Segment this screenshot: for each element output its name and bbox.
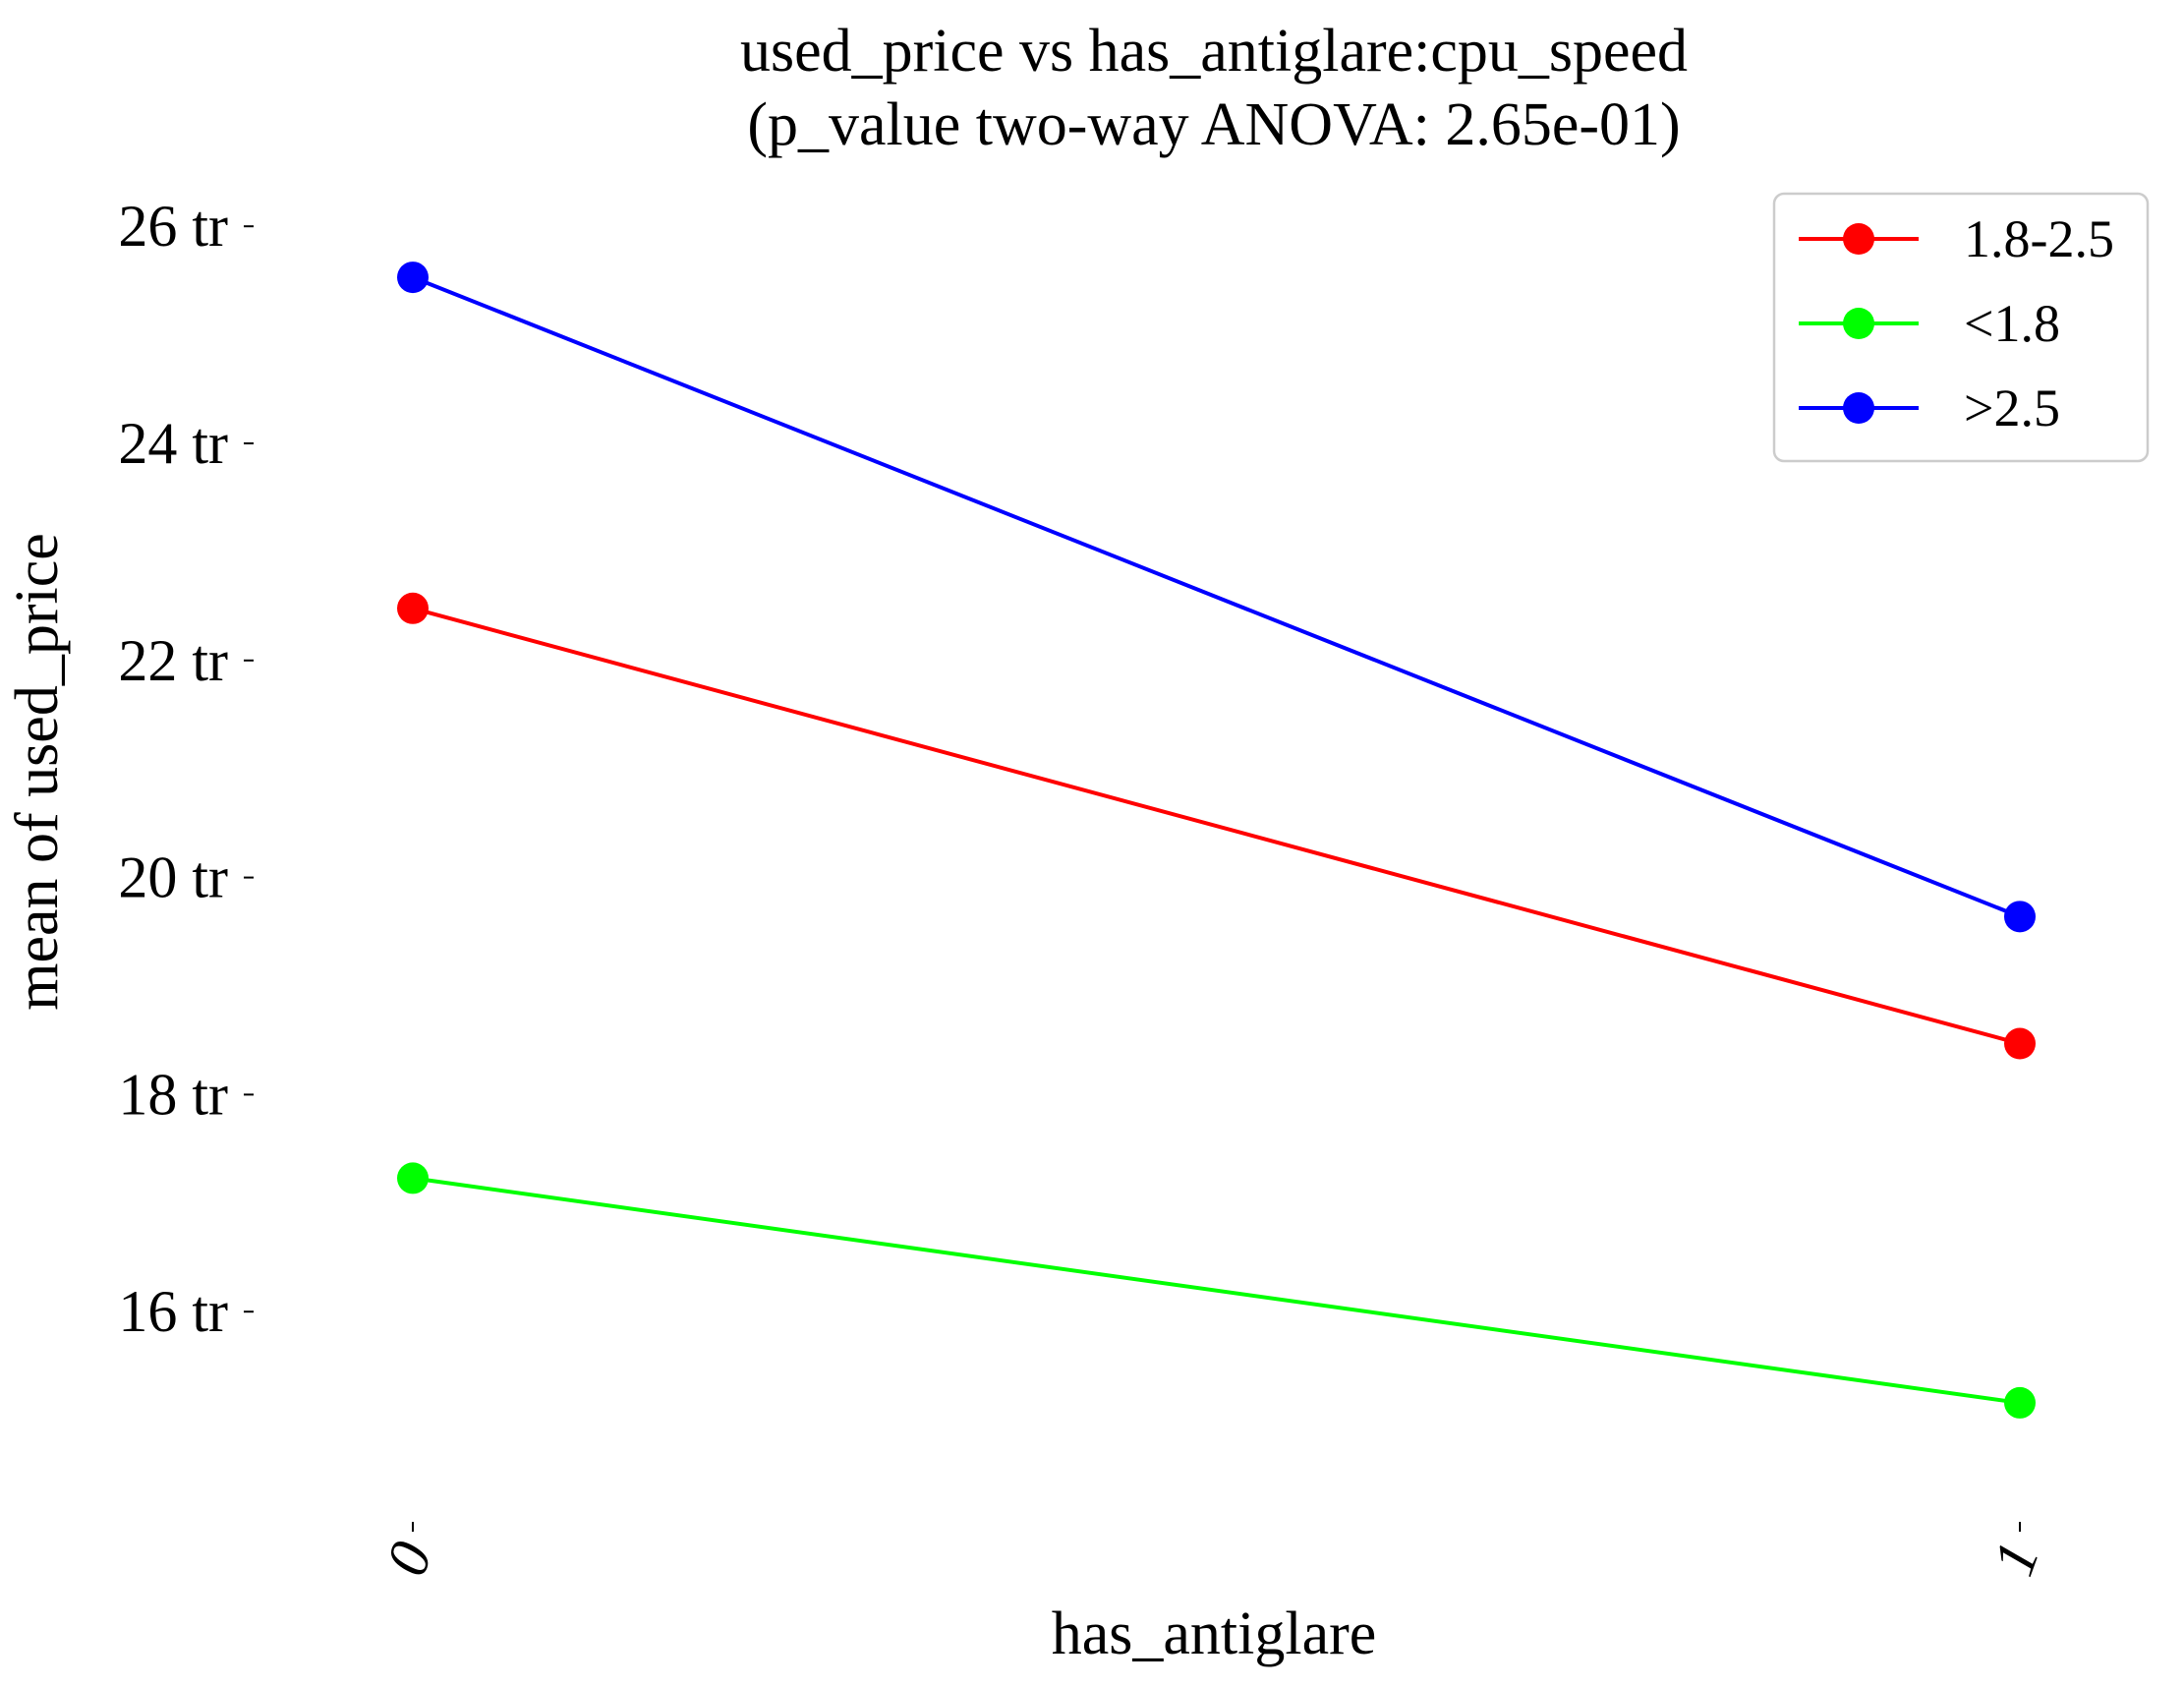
legend-item: <1.8 (1799, 294, 2060, 353)
legend-marker (1843, 392, 1874, 424)
series-layer (397, 262, 2036, 1419)
series-line (412, 275, 2021, 919)
chart-subtitle: (p_value two-way ANOVA: 2.65e-01) (747, 91, 1680, 158)
legend-item: >2.5 (1799, 378, 2060, 437)
legend-marker (1843, 223, 1874, 255)
legend-label: 1.8-2.5 (1964, 209, 2114, 268)
chart-title-line1: used_price vs has_antiglare:cpu_speed (740, 18, 1688, 85)
series-2 (397, 262, 2036, 933)
y-axis: 16 tr 18 tr 20 tr 22 tr 24 tr 26 tr (118, 194, 254, 1344)
series-line (412, 1176, 2021, 1405)
chart-title: used_price vs has_antiglare:cpu_speed (p… (740, 18, 1688, 158)
series-1 (397, 1162, 2036, 1419)
series-0 (397, 592, 2036, 1060)
y-tick-label: 22 tr (118, 628, 228, 693)
legend-marker (1843, 308, 1874, 339)
data-point (397, 262, 429, 294)
y-tick-label: 18 tr (118, 1062, 228, 1127)
series-line (412, 606, 2021, 1046)
legend-item: 1.8-2.5 (1799, 209, 2114, 268)
x-axis-label: has_antiglare (1052, 1601, 1377, 1667)
data-point (397, 592, 429, 624)
y-tick-label: 26 tr (118, 194, 228, 259)
y-tick-label: 24 tr (118, 411, 228, 476)
data-point (2004, 1027, 2036, 1060)
x-tick-label: 0 (374, 1534, 444, 1584)
data-point (2004, 901, 2036, 933)
y-tick-label: 16 tr (118, 1279, 228, 1344)
legend-label: >2.5 (1964, 378, 2060, 437)
data-point (397, 1162, 429, 1194)
y-tick-label: 20 tr (118, 845, 228, 910)
legend-label: <1.8 (1964, 294, 2060, 353)
data-point (2004, 1386, 2036, 1419)
legend: 1.8-2.5 <1.8 >2.5 (1772, 192, 2150, 463)
legend-box (1772, 192, 2150, 463)
x-tick-label: 1 (1981, 1534, 2051, 1584)
y-axis-label: mean of used_price (4, 533, 71, 1010)
